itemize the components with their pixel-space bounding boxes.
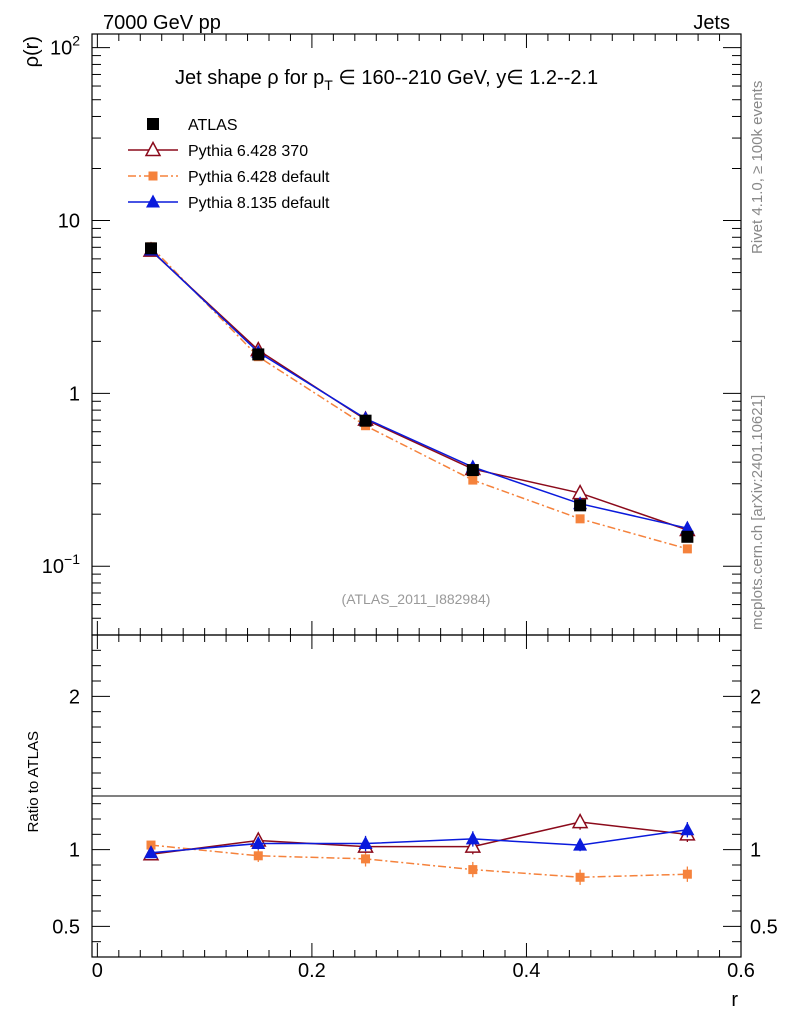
legend: ATLAS Pythia 6.428 370 Pythia 6.428 defaul…	[128, 117, 330, 212]
y-tick-base: 10	[58, 211, 80, 233]
data-point-atlas	[466, 464, 479, 477]
ratio-point-pythia-8-135-default	[680, 822, 695, 836]
y-tick-label: 10−1	[42, 551, 80, 578]
chart-title: Jet shape ρ for pT ∈ 160--210 GeV, y∈ 1.…	[175, 67, 598, 93]
series-line-pythia-6-428-370	[150, 250, 688, 531]
data-point-pythia-6-428-default	[682, 544, 692, 554]
ratio-point-pythia-8-135-default	[144, 845, 158, 859]
y-tick-label: 1	[69, 383, 80, 405]
legend-marker-pythia-8-135-default	[146, 194, 160, 208]
ratio-tick-label: 2	[69, 686, 80, 708]
ratio-point-pythia-8-135-default	[358, 836, 373, 850]
series-line-pythia-8-135-default	[150, 249, 688, 529]
ratio-tick-label-right: 2	[750, 686, 761, 708]
ratio-point-pythia-6-428-default	[468, 865, 478, 875]
x-axis-label: r	[731, 989, 738, 1011]
y-axis-label: ρ(r)	[21, 36, 43, 67]
ratio-point-pythia-6-428-default	[575, 872, 585, 882]
legend-marker-pythia-6-428-370	[144, 140, 162, 157]
ratio-tick-label: 0.5	[52, 916, 80, 938]
chart-title-subscript: T	[324, 77, 333, 93]
data-point-pythia-8-135-default	[680, 520, 695, 534]
data-point-atlas	[145, 242, 157, 255]
ratio-plot-series	[142, 812, 696, 885]
ratio-point-pythia-6-428-default	[253, 851, 263, 861]
legend-label-pythia-8-135-default: Pythia 8.135 default	[188, 195, 330, 212]
data-point-atlas	[574, 499, 587, 512]
data-point-atlas	[359, 414, 372, 427]
y-tick-base: 10	[50, 38, 72, 60]
ratio-tick-label-right: 0.5	[750, 916, 778, 938]
y-tick-exponent: 2	[72, 33, 80, 49]
x-tick-label: 0.6	[727, 960, 755, 982]
ratio-point-pythia-8-135-default	[465, 831, 480, 845]
series-line-pythia-6-428-default	[150, 246, 688, 550]
chart-title-main: Jet shape ρ for p	[175, 67, 324, 89]
data-point-pythia-6-428-default	[575, 514, 585, 524]
analysis-watermark: (ATLAS_2011_I882984)	[342, 591, 491, 607]
x-tick-label: 0.2	[298, 960, 326, 982]
ratio-tick-label: 1	[69, 840, 80, 862]
ratio-line-pythia-8-135-default	[150, 828, 688, 854]
legend-marker-pythia-6-428-default	[148, 171, 158, 181]
rivet-version-label: Rivet 4.1.0, ≥ 100k events	[749, 81, 766, 254]
header-category-label: Jets	[693, 12, 730, 34]
ratio-point-pythia-6-428-370	[571, 812, 589, 829]
y-tick-exponent: −1	[64, 551, 80, 567]
data-point-atlas	[252, 348, 265, 361]
y-tick-label: 102	[50, 33, 80, 60]
ratio-tick-label-right: 1	[750, 840, 761, 862]
ratio-line-pythia-6-428-default	[150, 844, 688, 879]
data-point-atlas	[681, 530, 694, 543]
ratio-point-pythia-6-428-default	[682, 869, 692, 879]
y-tick-label: 10	[58, 211, 80, 233]
header-energy-label: 7000 GeV pp	[103, 12, 221, 34]
ratio-point-pythia-8-135-default	[251, 836, 266, 850]
ratio-point-pythia-8-135-default	[573, 837, 588, 851]
legend-label-pythia-6-428-default: Pythia 6.428 default	[188, 169, 330, 186]
ratio-line-pythia-6-428-370	[150, 821, 688, 856]
legend-label-atlas: ATLAS	[188, 117, 238, 134]
axis-ticks	[92, 34, 742, 958]
y-tick-base: 1	[69, 383, 80, 405]
ratio-y-axis-label: Ratio to ATLAS	[25, 731, 42, 832]
ratio-point-pythia-6-428-default	[361, 854, 371, 864]
mcplots-label: mcplots.cern.ch [arXiv:2401.10621]	[749, 395, 766, 630]
chart-title-rest: ∈ 160--210 GeV, y∈ 1.2--2.1	[333, 67, 598, 89]
legend-label-pythia-6-428-370: Pythia 6.428 370	[188, 143, 308, 160]
legend-marker-atlas	[147, 118, 159, 130]
y-tick-base: 10	[42, 556, 64, 578]
data-point-pythia-6-428-default	[468, 475, 478, 485]
x-tick-label: 0.4	[513, 960, 541, 982]
ratio-point-pythia-6-428-default	[146, 840, 156, 850]
x-tick-label: 0	[92, 960, 103, 982]
main-plot-series	[142, 241, 696, 554]
